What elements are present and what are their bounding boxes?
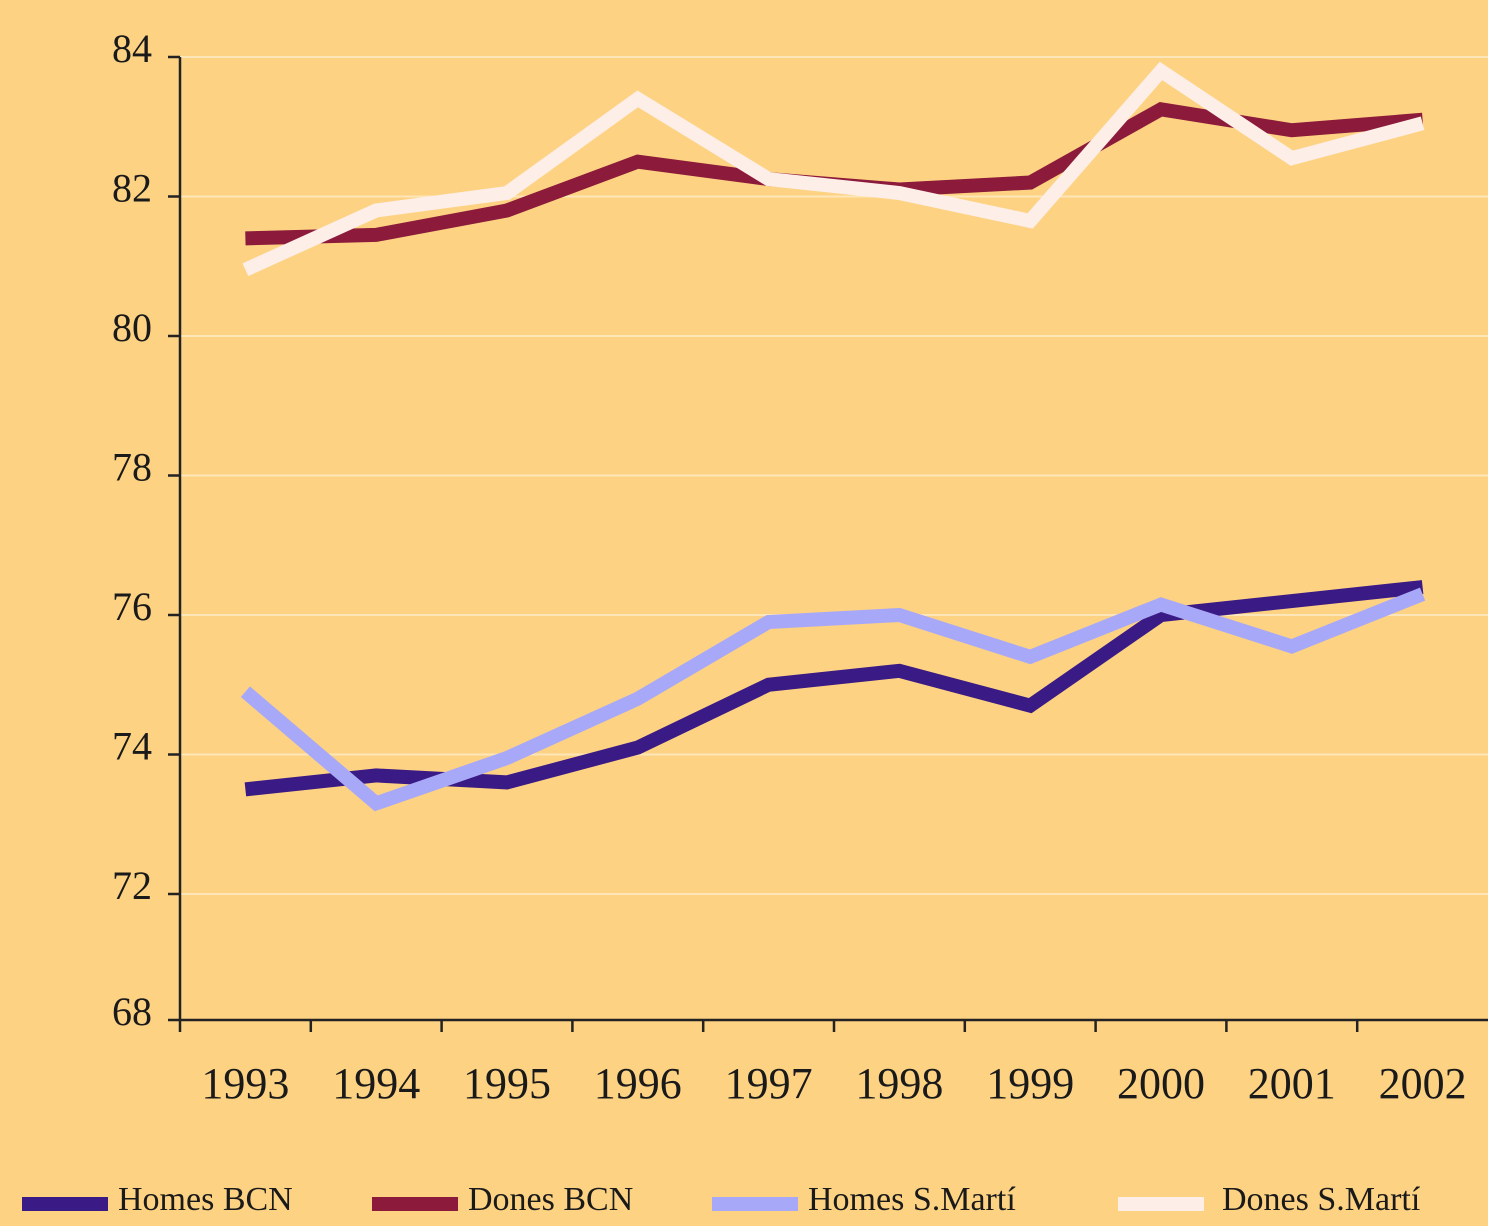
y-tick-label: 76 — [112, 584, 152, 629]
legend-swatch — [22, 1197, 108, 1211]
legend-swatch — [712, 1197, 798, 1211]
series-line — [242, 61, 1425, 277]
series-line — [240, 587, 1426, 812]
x-tick-label: 1996 — [594, 1059, 682, 1108]
y-tick-label: 80 — [112, 305, 152, 350]
x-tick-label: 2002 — [1379, 1059, 1467, 1108]
legend-swatch — [1118, 1197, 1204, 1211]
legend-label: Homes BCN — [118, 1181, 293, 1218]
legend-label: Homes S.Martí — [808, 1181, 1016, 1218]
x-tick-label: 1998 — [855, 1059, 943, 1108]
x-tick-label: 2001 — [1248, 1059, 1336, 1108]
x-tick-label: 1997 — [725, 1059, 813, 1108]
y-tick-label: 82 — [112, 166, 152, 211]
y-tick-label: 84 — [112, 26, 152, 71]
legend-swatch — [372, 1197, 458, 1211]
y-tick-label: 72 — [112, 863, 152, 908]
x-tick-label: 1999 — [986, 1059, 1074, 1108]
y-tick-label: 68 — [112, 989, 152, 1034]
legend-label: Dones BCN — [468, 1181, 633, 1218]
legend-label: Dones S.Martí — [1222, 1181, 1421, 1218]
x-tick-label: 2000 — [1117, 1059, 1205, 1108]
x-tick-label: 1995 — [463, 1059, 551, 1108]
y-tick-label: 78 — [112, 445, 152, 490]
x-tick-label: 1993 — [201, 1059, 289, 1108]
x-tick-label: 1994 — [332, 1059, 420, 1108]
y-tick-label: 74 — [112, 724, 152, 769]
